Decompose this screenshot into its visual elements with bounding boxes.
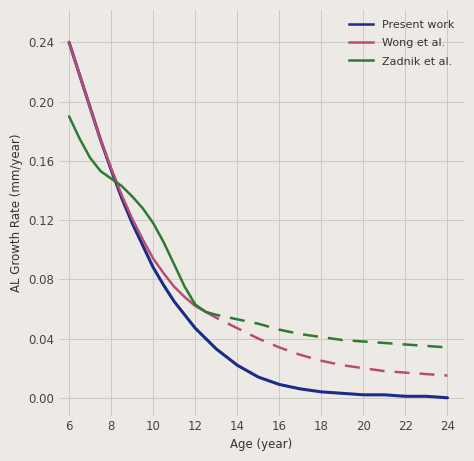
Legend: Present work, Wong et al., Zadnik et al.: Present work, Wong et al., Zadnik et al. — [344, 15, 459, 71]
X-axis label: Age (year): Age (year) — [230, 438, 292, 451]
Y-axis label: AL Growth Rate (mm/year): AL Growth Rate (mm/year) — [10, 133, 23, 292]
